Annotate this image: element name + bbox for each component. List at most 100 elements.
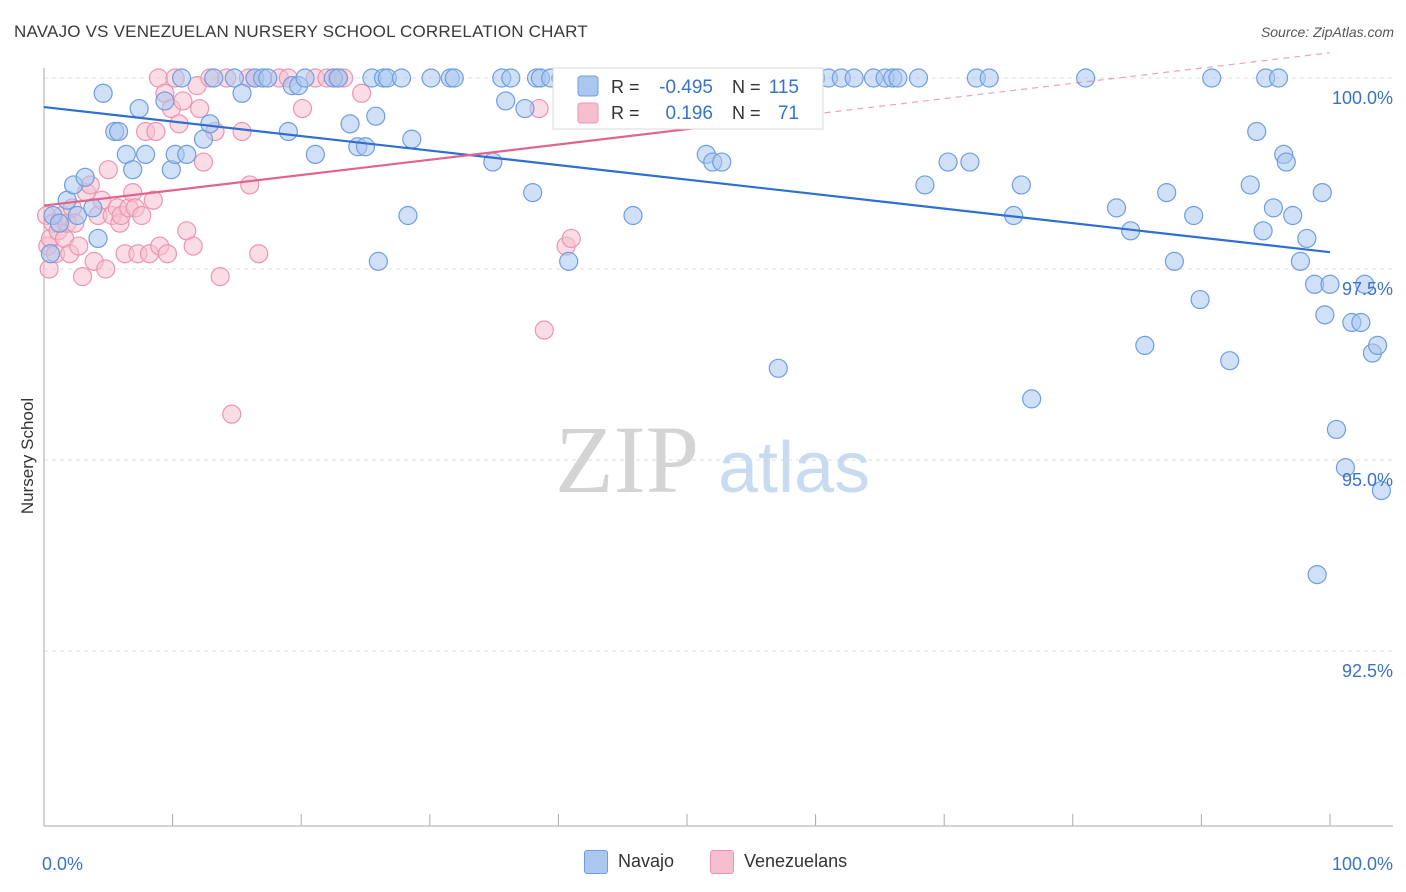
- navajo-point: [712, 152, 732, 172]
- navajo-point: [1283, 205, 1303, 226]
- navajo-point: [1335, 458, 1356, 478]
- navajo-point: [1355, 274, 1375, 294]
- navajo-point: [75, 167, 95, 187]
- venezuelans-point: [98, 160, 118, 180]
- legend-item-navajo[interactable]: Navajo: [584, 850, 674, 874]
- navajo-point: [67, 205, 88, 226]
- x-tick-label-right: 100.0%: [1332, 854, 1393, 874]
- navajo-point: [1202, 68, 1222, 88]
- venezuelans-point: [232, 121, 252, 142]
- trend-lines: [43, 52, 1331, 254]
- navajo-point: [172, 68, 192, 88]
- navajo-point: [258, 68, 278, 88]
- navajo-point: [135, 144, 156, 164]
- axes: [43, 68, 1393, 827]
- stats-legend: R = -0.495 N = 115 R = 0.196 N = 71: [552, 67, 824, 130]
- venezuelans-point: [173, 91, 193, 111]
- navajo-point: [40, 244, 61, 264]
- venezuelans-point: [193, 152, 214, 172]
- navajo-point: [938, 152, 958, 172]
- legend-swatch-venezuelans: [577, 102, 599, 124]
- legend-swatch-navajo-bottom: [584, 850, 608, 874]
- navajo-point: [224, 68, 244, 88]
- venezuelans-trend-extension: [693, 52, 1331, 130]
- venezuelans-point: [292, 98, 313, 119]
- venezuelans-trend-line: [43, 127, 694, 207]
- y-tick-label: 100.0%: [1332, 88, 1393, 108]
- venezuelans-point: [240, 175, 260, 195]
- navajo-point: [398, 205, 418, 226]
- venezuelans-point: [249, 244, 269, 264]
- venezuelans-point: [146, 121, 166, 142]
- navajo-point: [355, 137, 376, 157]
- legend-swatch-venezuelans-bottom: [710, 850, 734, 874]
- navajo-point: [1135, 335, 1155, 355]
- navajo-point: [123, 160, 143, 180]
- navajo-point: [501, 68, 521, 88]
- y-tick-labels: 100.0% 97.5% 95.0% 92.5%: [1332, 88, 1393, 681]
- venezuelans-point: [561, 228, 581, 249]
- navajo-point: [483, 152, 503, 172]
- navajo-point: [49, 213, 70, 233]
- navajo-point: [1022, 389, 1042, 409]
- legend-n-label-navajo: N =: [732, 77, 761, 97]
- navajo-point: [204, 68, 224, 88]
- navajo-point: [496, 91, 516, 111]
- navajo-point: [960, 152, 980, 172]
- navajo-point: [1263, 198, 1284, 218]
- navajo-point: [402, 129, 422, 149]
- navajo-point: [1312, 183, 1332, 203]
- navajo-point: [93, 83, 113, 103]
- navajo-point: [155, 91, 175, 111]
- venezuelans-point: [96, 259, 116, 279]
- venezuelans-point: [183, 236, 203, 256]
- navajo-point: [888, 68, 908, 88]
- navajo-point: [1351, 312, 1371, 333]
- watermark-atlas: atlas: [718, 428, 870, 508]
- navajo-point: [1367, 335, 1388, 355]
- navajo-point: [129, 98, 149, 119]
- navajo-points: [40, 68, 1392, 585]
- navajo-point: [1315, 305, 1335, 325]
- navajo-point: [1220, 351, 1240, 371]
- y-axis-label: Nursery School: [18, 398, 37, 514]
- watermark: ZIP atlas: [555, 406, 870, 513]
- navajo-point: [915, 175, 935, 195]
- chart-title: NAVAJO VS VENEZUELAN NURSERY SCHOOL CORR…: [14, 22, 588, 41]
- navajo-point: [232, 83, 252, 103]
- navajo-point: [444, 68, 464, 88]
- navajo-trend-line: [43, 105, 1331, 254]
- navajo-point: [1276, 152, 1296, 172]
- navajo-point: [1247, 121, 1267, 142]
- legend-r-label-venezuelans: R =: [611, 103, 640, 123]
- venezuelans-point: [534, 320, 554, 340]
- venezuelans-point: [72, 267, 93, 287]
- legend-n-label-venezuelans: N =: [732, 103, 761, 123]
- navajo-point: [1371, 480, 1392, 501]
- navajo-point: [908, 68, 929, 88]
- x-tick-label-left: 0.0%: [42, 854, 83, 874]
- navajo-point: [768, 358, 788, 378]
- navajo-point: [88, 228, 108, 249]
- navajo-point: [1253, 221, 1273, 241]
- navajo-point: [391, 68, 412, 88]
- legend-label-navajo: Navajo: [618, 850, 675, 871]
- navajo-point: [200, 114, 220, 134]
- navajo-point: [1184, 205, 1204, 226]
- navajo-point: [1076, 68, 1096, 88]
- navajo-point: [844, 68, 864, 88]
- venezuelans-point: [190, 98, 210, 119]
- navajo-point: [278, 121, 298, 142]
- bottom-legend: Navajo Venezuelans: [0, 850, 1406, 880]
- navajo-point: [1011, 175, 1031, 195]
- y-tick-label: 95.0%: [1342, 470, 1393, 490]
- navajo-point: [515, 98, 535, 119]
- legend-r-value-venezuelans: 0.196: [665, 103, 713, 124]
- navajo-point: [559, 251, 579, 271]
- legend-n-value-venezuelans: 71: [778, 103, 799, 124]
- navajo-point: [1164, 251, 1184, 271]
- navajo-point: [1297, 228, 1317, 249]
- legend-r-value-navajo: -0.495: [659, 77, 713, 98]
- legend-item-venezuelans[interactable]: Venezuelans: [710, 850, 847, 874]
